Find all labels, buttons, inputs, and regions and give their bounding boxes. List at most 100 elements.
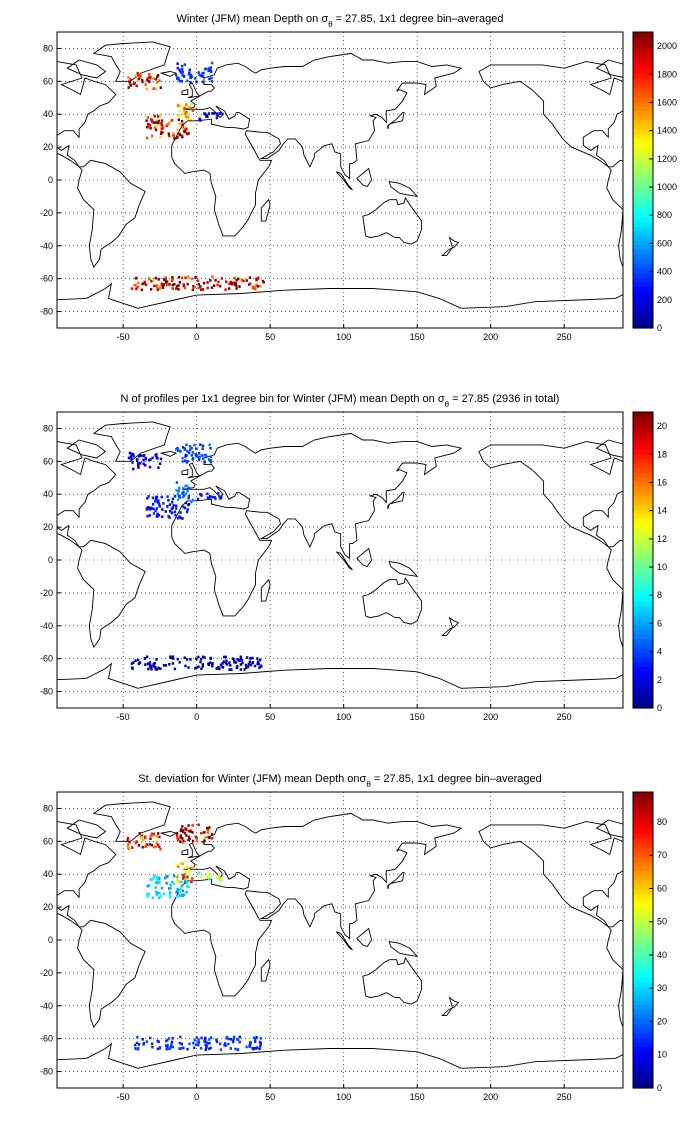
data-cell bbox=[163, 275, 167, 279]
data-cell bbox=[146, 76, 149, 80]
data-cell bbox=[246, 665, 250, 669]
title-part: σ bbox=[438, 393, 445, 405]
data-cell bbox=[178, 109, 181, 113]
data-cell bbox=[188, 486, 191, 490]
data-cell bbox=[149, 834, 152, 837]
data-cell bbox=[148, 80, 151, 84]
data-cell bbox=[197, 665, 200, 669]
data-cell bbox=[235, 287, 238, 290]
data-cell bbox=[218, 495, 221, 498]
data-cell bbox=[182, 494, 186, 497]
data-cell bbox=[180, 884, 184, 888]
data-cell bbox=[162, 126, 165, 129]
data-cell bbox=[236, 664, 239, 668]
x-tick-label: 100 bbox=[336, 1092, 351, 1102]
data-cell bbox=[195, 80, 198, 84]
colorbar-step bbox=[633, 986, 653, 992]
data-cell bbox=[258, 1047, 261, 1051]
x-tick-label: 0 bbox=[194, 712, 199, 722]
data-cell bbox=[157, 499, 160, 502]
data-cell bbox=[199, 1046, 203, 1050]
data-cell bbox=[195, 454, 198, 458]
data-cell bbox=[166, 505, 169, 508]
colorbar-step bbox=[633, 59, 653, 65]
data-cell bbox=[211, 61, 214, 65]
data-cell bbox=[160, 124, 164, 127]
data-cell bbox=[201, 457, 205, 460]
colorbar-step bbox=[633, 587, 653, 593]
x-tick-label: 250 bbox=[557, 712, 572, 722]
y-tick-label: 60 bbox=[43, 836, 53, 846]
data-cell bbox=[167, 134, 171, 137]
data-cell bbox=[148, 843, 152, 846]
colorbar-tick-label: 1000 bbox=[657, 182, 677, 192]
data-cell bbox=[189, 658, 192, 661]
data-cell bbox=[177, 104, 180, 108]
colorbar-step bbox=[633, 833, 653, 839]
y-tick-label: 60 bbox=[43, 456, 53, 466]
data-cell bbox=[224, 661, 228, 665]
data-cell bbox=[196, 497, 200, 501]
data-cell bbox=[134, 74, 138, 78]
colorbar-tick-label: 1400 bbox=[657, 126, 677, 136]
data-cell bbox=[175, 287, 178, 290]
data-cell bbox=[144, 457, 148, 461]
data-cell bbox=[216, 875, 219, 879]
colorbar-step bbox=[633, 856, 653, 862]
data-cell bbox=[185, 103, 188, 106]
data-cell bbox=[157, 514, 161, 517]
data-cell bbox=[181, 135, 184, 139]
data-cell bbox=[155, 834, 158, 838]
data-cell bbox=[150, 843, 154, 847]
data-cell bbox=[187, 275, 190, 279]
data-cell bbox=[204, 112, 207, 116]
data-cell bbox=[175, 448, 178, 451]
data-cell bbox=[147, 662, 150, 666]
data-cell bbox=[129, 455, 132, 459]
data-cell bbox=[137, 281, 140, 285]
colorbar-tick-label: 10 bbox=[657, 1050, 667, 1060]
data-cell bbox=[219, 1048, 223, 1051]
data-cell bbox=[190, 500, 193, 504]
data-cell bbox=[200, 667, 203, 670]
data-cell bbox=[177, 118, 181, 122]
colorbar-step bbox=[633, 661, 653, 667]
colorbar-step bbox=[633, 230, 653, 237]
coastline bbox=[691, 832, 696, 837]
colorbar-step bbox=[633, 416, 653, 422]
data-cell bbox=[199, 831, 203, 835]
data-cell bbox=[209, 68, 212, 72]
data-cell bbox=[135, 459, 139, 462]
data-cell bbox=[177, 489, 180, 493]
colorbar-step bbox=[633, 87, 653, 93]
data-cell bbox=[145, 119, 148, 123]
x-tick-label: 250 bbox=[557, 1092, 572, 1102]
data-cell bbox=[127, 847, 130, 851]
data-cell bbox=[186, 866, 190, 869]
data-cell bbox=[196, 279, 200, 283]
data-cell bbox=[211, 112, 214, 115]
data-cell bbox=[133, 283, 136, 287]
data-cell bbox=[223, 655, 226, 659]
data-cell bbox=[203, 67, 207, 71]
data-cell bbox=[259, 1044, 262, 1048]
data-cell bbox=[185, 658, 189, 661]
colorbar-tick-label: 200 bbox=[657, 295, 672, 305]
data-cell bbox=[173, 882, 176, 886]
title-part: σ bbox=[321, 13, 328, 25]
data-cell bbox=[188, 106, 191, 109]
data-cell bbox=[174, 137, 177, 140]
coastline bbox=[362, 577, 423, 625]
coastline bbox=[478, 441, 623, 649]
data-cell bbox=[144, 83, 147, 86]
data-cell bbox=[204, 1048, 207, 1052]
data-cell bbox=[148, 663, 152, 667]
data-cell bbox=[134, 1047, 137, 1050]
data-cell bbox=[179, 104, 183, 107]
colorbar-step bbox=[633, 1014, 653, 1020]
data-cell bbox=[155, 507, 158, 510]
colorbar-step bbox=[633, 36, 653, 42]
data-cell bbox=[258, 1040, 262, 1044]
data-cell bbox=[186, 113, 189, 117]
data-cell bbox=[126, 839, 129, 843]
